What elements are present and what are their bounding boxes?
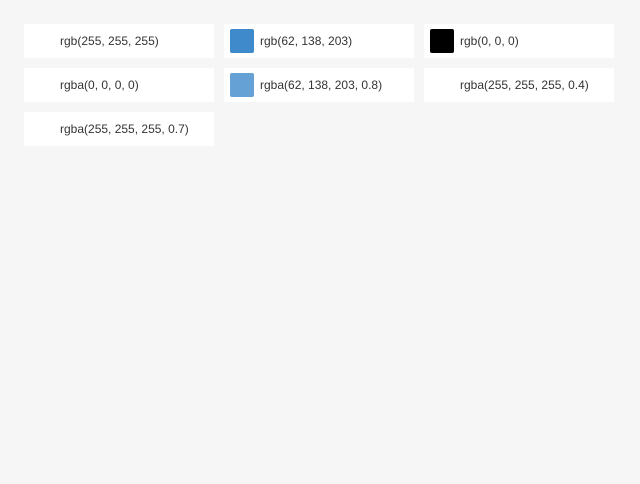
color-label: rgba(255, 255, 255, 0.4) (460, 78, 589, 92)
color-label: rgb(255, 255, 255) (60, 34, 159, 48)
color-card: rgb(0, 0, 0) (424, 24, 614, 58)
color-label: rgba(255, 255, 255, 0.7) (60, 122, 189, 136)
color-swatch (30, 73, 54, 97)
color-label: rgba(0, 0, 0, 0) (60, 78, 139, 92)
color-card: rgba(62, 138, 203, 0.8) (224, 68, 414, 102)
color-swatch (430, 29, 454, 53)
color-label: rgb(62, 138, 203) (260, 34, 353, 48)
color-card: rgb(255, 255, 255) (24, 24, 214, 58)
color-swatch (30, 29, 54, 53)
color-swatch (30, 117, 54, 141)
swatch-grid: rgb(255, 255, 255) rgb(62, 138, 203) rgb(0… (24, 24, 614, 146)
color-card: rgb(62, 138, 203) (224, 24, 414, 58)
color-label: rgb(0, 0, 0) (460, 34, 519, 48)
color-swatch (430, 73, 454, 97)
color-card: rgba(255, 255, 255, 0.7) (24, 112, 214, 146)
color-label: rgba(62, 138, 203, 0.8) (260, 78, 383, 92)
color-swatch (230, 29, 254, 53)
color-card: rgba(0, 0, 0, 0) (24, 68, 214, 102)
color-card: rgba(255, 255, 255, 0.4) (424, 68, 614, 102)
color-swatch (230, 73, 254, 97)
